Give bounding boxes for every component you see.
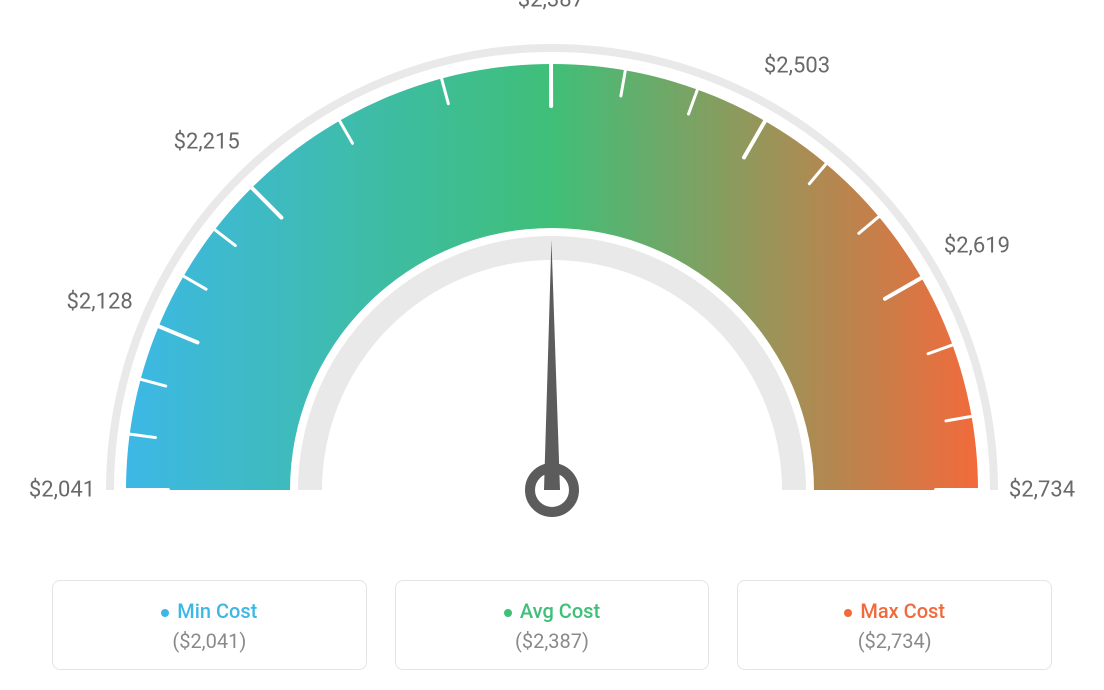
legend-title-max: Max Cost [748,599,1041,623]
gauge-tick-label: $2,215 [174,130,240,155]
legend-card-avg: Avg Cost ($2,387) [395,580,710,670]
gauge-tick-label: $2,387 [518,0,584,13]
gauge-tick-label: $2,041 [29,478,95,503]
gauge-tick-label: $2,503 [764,53,830,78]
gauge-tick-label: $2,619 [944,233,1010,258]
legend-card-max: Max Cost ($2,734) [737,580,1052,670]
legend-title-avg: Avg Cost [406,599,699,623]
cost-gauge-chart: $2,041$2,128$2,215$2,387$2,503$2,619$2,7… [52,20,1052,540]
legend-label: Min Cost [177,599,257,623]
legend-value-avg: ($2,387) [406,629,699,653]
legend-label: Max Cost [860,599,945,623]
gauge-tick-label: $2,734 [1009,478,1075,503]
legend-row: Min Cost ($2,041) Avg Cost ($2,387) Max … [52,580,1052,670]
circle-icon [504,609,512,617]
circle-icon [844,609,852,617]
gauge-tick-label: $2,128 [67,289,133,314]
legend-value-max: ($2,734) [748,629,1041,653]
circle-icon [161,609,169,617]
legend-card-min: Min Cost ($2,041) [52,580,367,670]
legend-title-min: Min Cost [63,599,356,623]
legend-label: Avg Cost [520,599,600,623]
legend-value-min: ($2,041) [63,629,356,653]
